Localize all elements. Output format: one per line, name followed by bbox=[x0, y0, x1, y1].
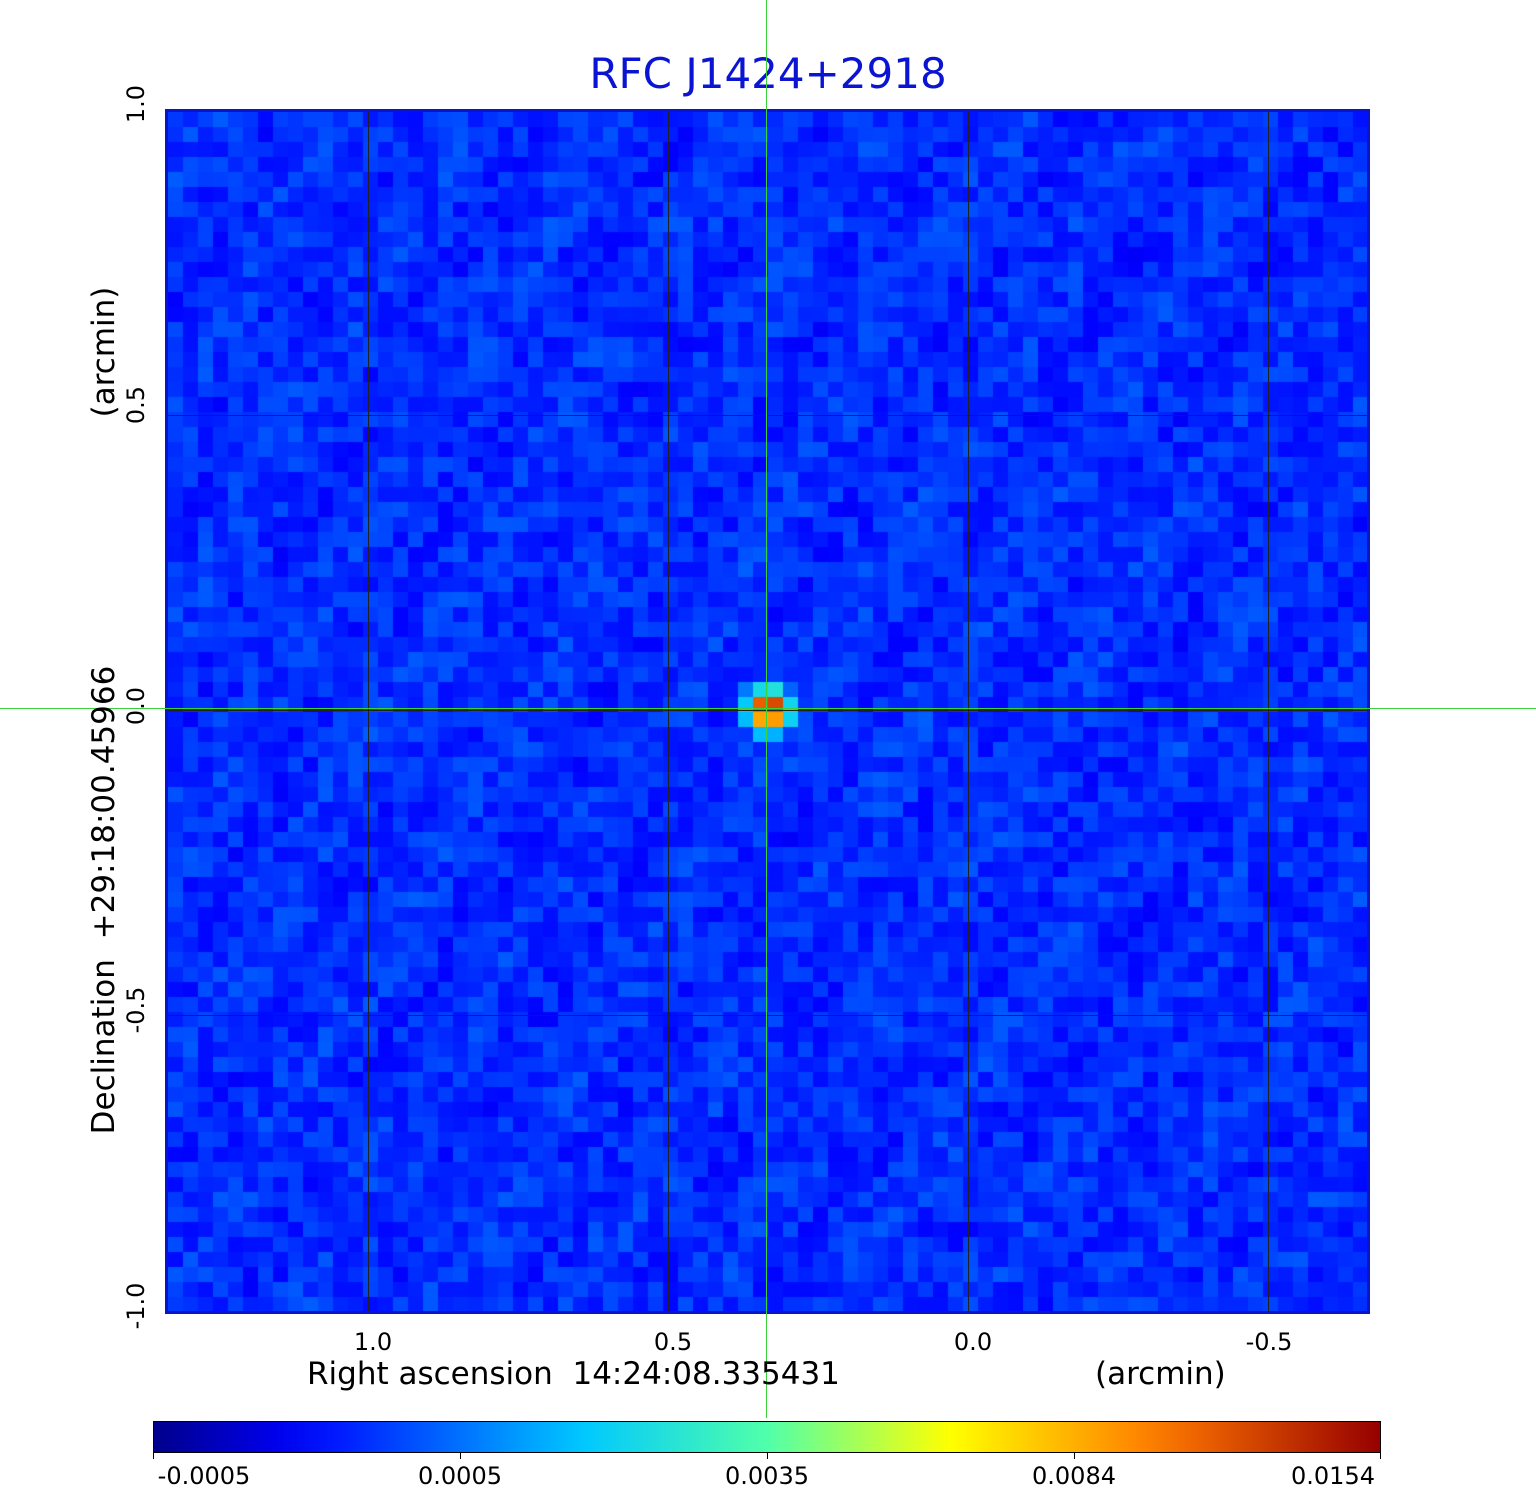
grid-line-ra bbox=[968, 112, 969, 1311]
x-tick-label: -0.5 bbox=[1245, 1328, 1293, 1356]
y-tick-label: -0.5 bbox=[122, 986, 150, 1034]
y-axis-label: Declination +29:18:00.45966 bbox=[86, 665, 122, 1135]
colorbar-tick bbox=[1380, 1453, 1381, 1459]
colorbar-tick bbox=[1074, 1453, 1075, 1459]
crosshair-vertical bbox=[766, 0, 767, 1418]
y-axis-units: (arcmin) bbox=[86, 286, 122, 418]
sky-image-frame[interactable] bbox=[165, 109, 1370, 1314]
colorbar-label: 0.0084 bbox=[1032, 1462, 1116, 1490]
x-tick-label: 0.0 bbox=[953, 1328, 993, 1356]
grid-line-ra bbox=[668, 112, 669, 1311]
colorbar-tick bbox=[460, 1453, 461, 1459]
colorbar-tick bbox=[153, 1453, 154, 1459]
grid-line-dec bbox=[168, 415, 1367, 416]
colorbar-label: 0.0035 bbox=[725, 1462, 809, 1490]
grid-line-dec bbox=[168, 1015, 1367, 1016]
grid-line-ra bbox=[1268, 112, 1269, 1311]
x-tick-label: 1.0 bbox=[353, 1328, 393, 1356]
x-axis-units: (arcmin) bbox=[1095, 1356, 1226, 1392]
y-tick-label: 1.0 bbox=[122, 84, 150, 124]
y-tick-label: 0.5 bbox=[122, 385, 150, 425]
colorbar-label: -0.0005 bbox=[157, 1462, 251, 1490]
colorbar-label: 0.0154 bbox=[1291, 1462, 1375, 1490]
y-tick-label: 0.0 bbox=[122, 686, 150, 726]
y-tick-label: -1.0 bbox=[122, 1282, 150, 1330]
crosshair-horizontal bbox=[0, 708, 1536, 709]
colorbar-tick bbox=[767, 1453, 768, 1459]
grid-line-ra bbox=[368, 112, 369, 1311]
colorbar-label: 0.0005 bbox=[418, 1462, 502, 1490]
colorbar bbox=[153, 1421, 1381, 1453]
radio-intensity-map[interactable] bbox=[168, 112, 1367, 1311]
x-tick-label: 0.5 bbox=[653, 1328, 693, 1356]
grid-line-dec bbox=[168, 710, 1367, 711]
x-axis-label: Right ascension 14:24:08.335431 bbox=[307, 1356, 840, 1392]
image-title: RFC J1424+2918 bbox=[589, 49, 947, 98]
